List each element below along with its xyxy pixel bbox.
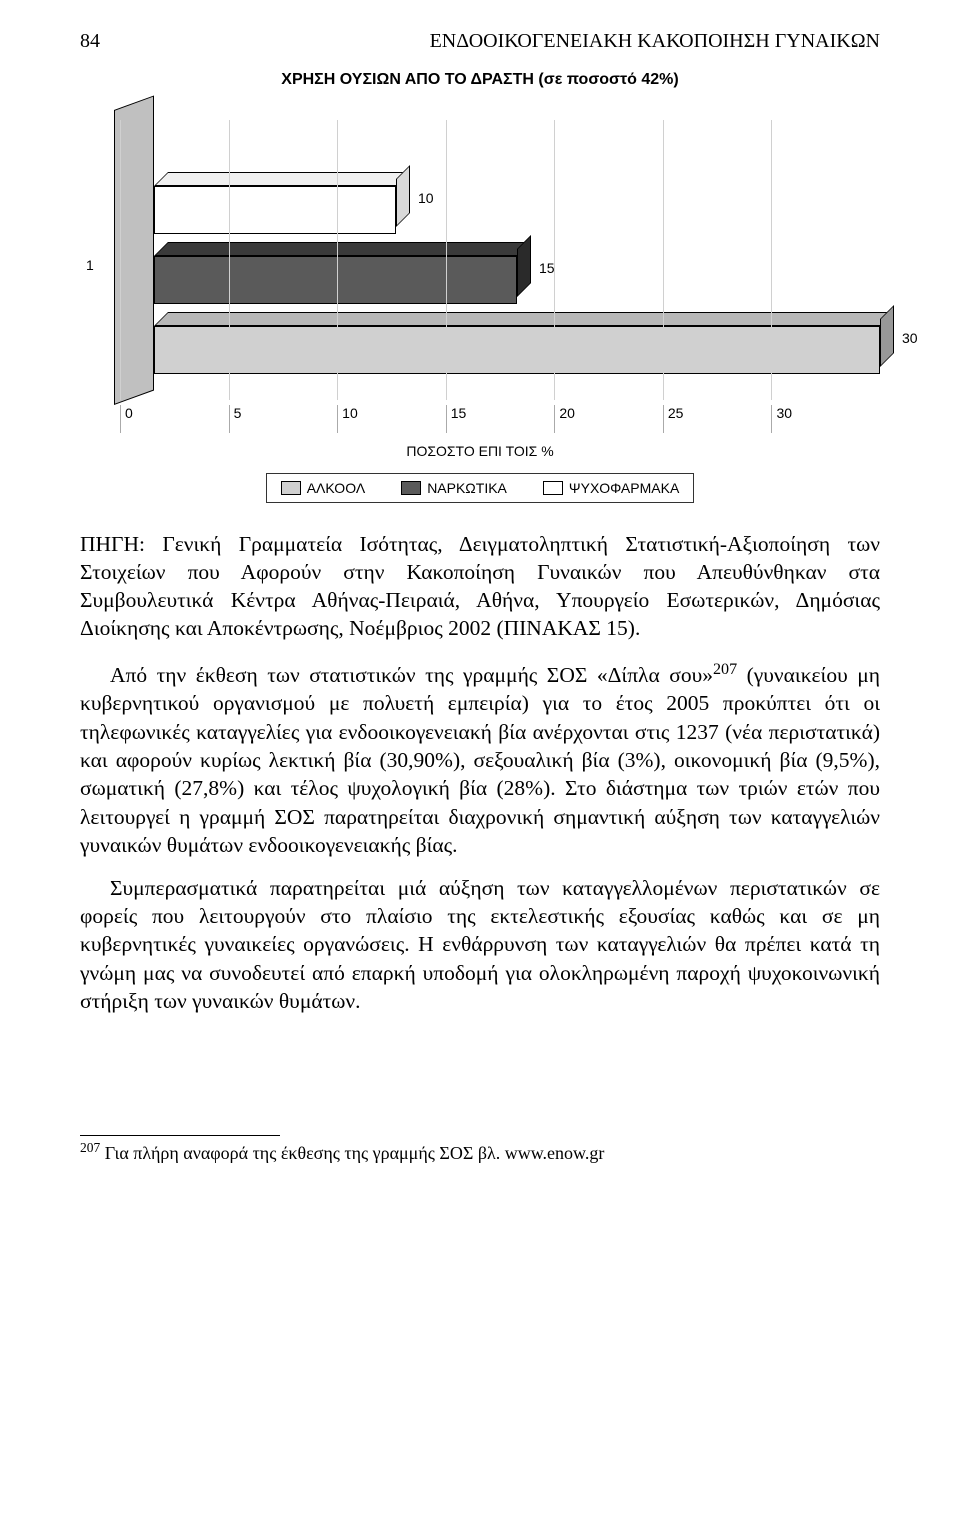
legend-item: ΝΑΡΚΩΤΙΚΑ [401, 480, 507, 496]
footnote-marker: 207 [80, 1140, 100, 1155]
paragraph-2: Συμπερασματικά παρατηρείται μιά αύξηση τ… [80, 874, 880, 1016]
footnote-text: Για πλήρη αναφορά της έκθεσης της γραμμή… [100, 1143, 604, 1163]
x-axis-label: ΠΟΣΟΣΤΟ ΕΠΙ ΤΟΙΣ % [80, 443, 880, 459]
legend-label: ΨΥΧΟΦΑΡΜΑΚΑ [569, 480, 679, 496]
x-tick: 30 [771, 405, 880, 433]
x-tick: 5 [229, 405, 338, 433]
footnote-separator [80, 1135, 280, 1136]
x-tick: 10 [337, 405, 446, 433]
x-tick: 15 [446, 405, 555, 433]
chart-plot-area: 1 101530 051015202530 ΠΟΣΟΣΤΟ ΕΠΙ ΤΟΙΣ % [80, 125, 880, 465]
chart-title: ΧΡΗΣΗ ΟΥΣΙΩΝ ΑΠΟ ΤΟ ΔΡΑΣΤΗ (σε ποσοστό 4… [80, 71, 880, 89]
legend-item: ΨΥΧΟΦΑΡΜΑΚΑ [543, 480, 679, 496]
paragraph-1: Από την έκθεση των στατιστικών της γραμμ… [80, 659, 880, 860]
p1-text-b: (γυναικείου μη κυβερνητικού οργανισμού μ… [80, 663, 880, 857]
legend-swatch [281, 481, 301, 495]
page-header: 84 ΕΝΔΟΟΙΚΟΓΕΝΕΙΑΚΗ ΚΑΚΟΠΟΙΗΣΗ ΓΥΝΑΙΚΩΝ [80, 30, 880, 53]
legend-item: ΑΛΚΟΟΛ [281, 480, 365, 496]
y-axis-tick: 1 [86, 125, 108, 405]
x-tick: 20 [554, 405, 663, 433]
chart-legend: ΑΛΚΟΟΛ ΝΑΡΚΩΤΙΚΑ ΨΥΧΟΦΑΡΜΑΚΑ [266, 473, 695, 503]
page-number: 84 [80, 30, 100, 53]
footnote-207: 207 Για πλήρη αναφορά της έκθεσης της γρ… [80, 1140, 880, 1164]
substance-use-chart: ΧΡΗΣΗ ΟΥΣΙΩΝ ΑΠΟ ΤΟ ΔΡΑΣΤΗ (σε ποσοστό 4… [80, 71, 880, 503]
legend-label: ΝΑΡΚΩΤΙΚΑ [427, 480, 507, 496]
footnote-ref-207: 207 [713, 661, 737, 678]
legend-label: ΑΛΚΟΟΛ [307, 480, 365, 496]
x-tick: 0 [120, 405, 229, 433]
x-axis: 051015202530 [120, 405, 880, 433]
bar-value-label: 10 [418, 190, 434, 206]
running-title: ΕΝΔΟΟΙΚΟΓΕΝΕΙΑΚΗ ΚΑΚΟΠΟΙΗΣΗ ΓΥΝΑΙΚΩΝ [430, 30, 880, 53]
bar-value-label: 30 [902, 330, 918, 346]
legend-swatch [401, 481, 421, 495]
legend-swatch [543, 481, 563, 495]
x-tick: 25 [663, 405, 772, 433]
bar-value-label: 15 [539, 260, 555, 276]
chart-source: ΠΗΓΗ: Γενική Γραμματεία Ισότητας, Δειγμα… [80, 531, 880, 643]
p1-text-a: Από την έκθεση των στατιστικών της γραμμ… [110, 663, 713, 687]
